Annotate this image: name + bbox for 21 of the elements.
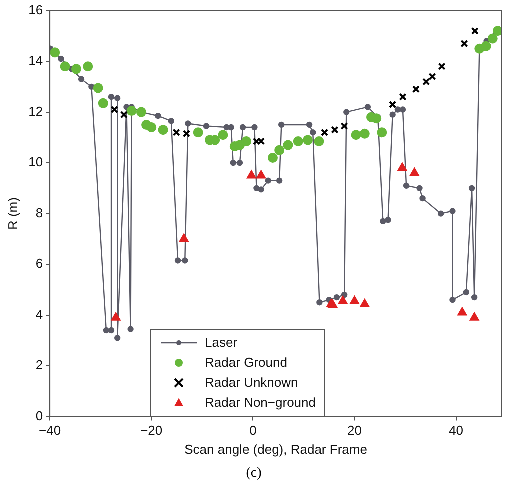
- x-tick-label: 0: [250, 423, 257, 438]
- y-tick-label: 8: [36, 205, 44, 220]
- text: (c): [245, 466, 263, 482]
- legend-label: Laser: [205, 335, 238, 350]
- legend-label: Radar Non−ground: [205, 395, 316, 410]
- legend-label: Radar Unknown: [205, 375, 298, 390]
- x-tick-label: 40: [449, 423, 464, 438]
- x-tick-label: −40: [39, 423, 62, 438]
- y-axis-title: R (m): [5, 198, 20, 230]
- x-tick-label: −20: [140, 423, 163, 438]
- y-tick-label: 6: [36, 256, 44, 272]
- x-tick-label: 20: [348, 423, 362, 438]
- legend-label: Radar Ground: [205, 355, 288, 370]
- y-tick-label: 14: [28, 53, 44, 68]
- y-tick-label: 12: [28, 104, 44, 119]
- y-tick-label: 0: [36, 408, 44, 424]
- x-axis-title: Scan angle (deg), Radar Frame: [184, 442, 368, 457]
- y-tick-label: 4: [36, 306, 44, 322]
- y-tick-label: 10: [28, 154, 44, 170]
- y-tick-label: 2: [36, 358, 44, 373]
- y-tick-label: 16: [28, 2, 44, 18]
